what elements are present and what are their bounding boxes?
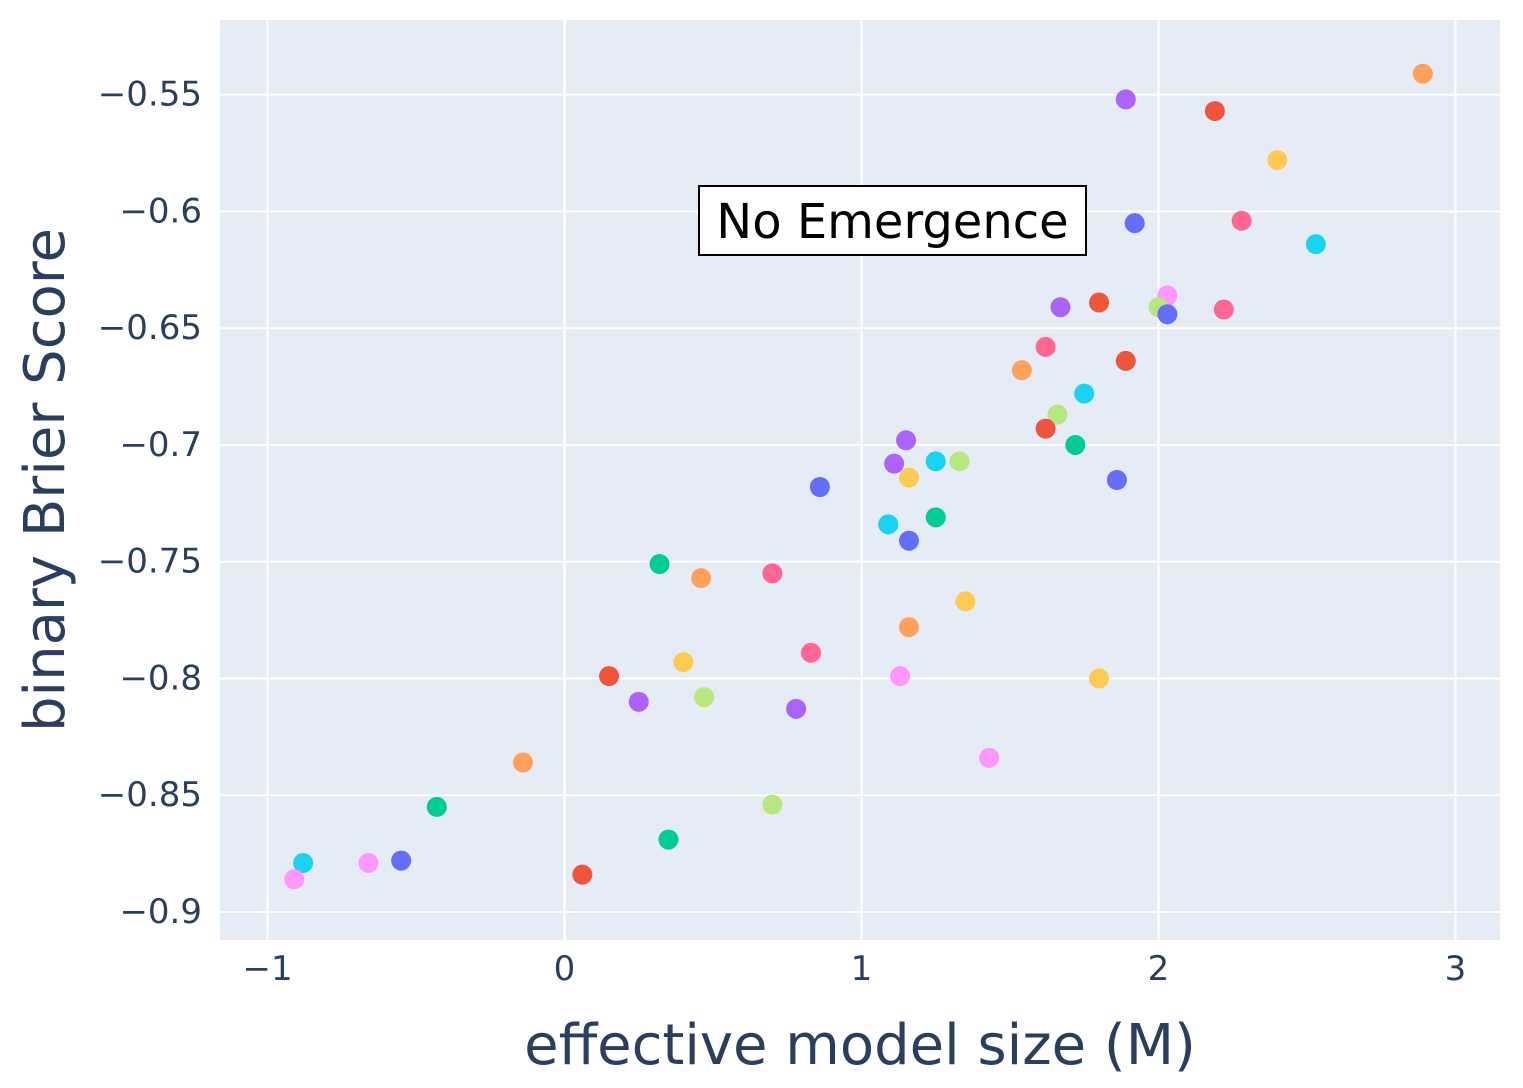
data-point	[1267, 150, 1288, 171]
data-point	[979, 747, 1000, 768]
annotation-text: No Emergence	[716, 194, 1068, 250]
data-point	[899, 467, 920, 488]
grid-lines	[220, 20, 1500, 940]
data-point	[925, 451, 946, 472]
data-point	[391, 850, 412, 871]
x-axis-title: effective model size (M)	[524, 1013, 1196, 1078]
x-tick-label: 3	[1445, 949, 1467, 989]
data-point	[426, 796, 447, 817]
data-point	[694, 687, 715, 708]
data-point	[691, 568, 712, 589]
data-point	[762, 563, 783, 584]
data-point	[1074, 383, 1095, 404]
data-point	[1204, 101, 1225, 122]
x-tick-label: 1	[851, 949, 873, 989]
x-tick-labels: −1 0 1 2 3	[242, 949, 1466, 989]
data-point	[358, 852, 379, 873]
data-point	[800, 642, 821, 663]
y-tick-label: −0.85	[98, 775, 202, 815]
data-point	[899, 617, 920, 638]
x-tick-label: 0	[554, 949, 576, 989]
y-tick-label: −0.65	[98, 308, 202, 348]
data-point	[1115, 350, 1136, 371]
data-point	[658, 829, 679, 850]
data-point	[512, 752, 533, 773]
data-points	[284, 63, 1433, 890]
y-tick-label: −0.9	[119, 892, 202, 932]
data-point	[1089, 668, 1110, 689]
data-point	[884, 453, 905, 474]
data-point	[1157, 304, 1178, 325]
data-point	[1035, 336, 1056, 357]
y-tick-labels: −0.9 −0.85 −0.8 −0.75 −0.7 −0.65 −0.6 −0.55	[98, 75, 202, 932]
y-tick-label: −0.7	[119, 425, 202, 465]
y-tick-label: −0.8	[119, 658, 202, 698]
data-point	[786, 698, 807, 719]
data-point	[1035, 418, 1056, 439]
y-tick-label: −0.55	[98, 75, 202, 115]
y-tick-label: −0.75	[98, 542, 202, 582]
data-point	[878, 514, 899, 535]
data-point	[1011, 360, 1032, 381]
x-tick-label: −1	[242, 949, 292, 989]
data-point	[1115, 89, 1136, 110]
data-point	[1124, 213, 1145, 234]
y-tick-label: −0.6	[119, 191, 202, 231]
data-point	[762, 794, 783, 815]
data-point	[649, 554, 670, 575]
annotation-box: No Emergence	[698, 185, 1087, 256]
data-point	[896, 430, 917, 451]
data-point	[293, 852, 314, 873]
data-point	[599, 666, 620, 687]
annotation-border	[698, 185, 1087, 256]
y-axis-title: binary Brier Score	[13, 228, 78, 732]
data-point	[1412, 63, 1433, 84]
data-point	[1213, 299, 1234, 320]
data-point	[809, 477, 830, 498]
plot-area	[220, 20, 1500, 940]
data-point	[899, 530, 920, 551]
data-point	[925, 507, 946, 528]
data-point	[955, 591, 976, 612]
data-point	[673, 652, 694, 673]
data-point	[1047, 404, 1068, 425]
data-point	[572, 864, 593, 885]
data-point	[1231, 210, 1252, 231]
data-point	[628, 691, 649, 712]
x-tick-label: 2	[1148, 949, 1170, 989]
data-point	[1089, 292, 1110, 313]
data-point	[949, 451, 970, 472]
data-point	[284, 869, 305, 890]
data-point	[890, 666, 911, 687]
data-point	[1065, 434, 1086, 455]
data-point	[1305, 234, 1326, 255]
data-point	[1106, 470, 1127, 490]
data-point	[1050, 297, 1071, 318]
